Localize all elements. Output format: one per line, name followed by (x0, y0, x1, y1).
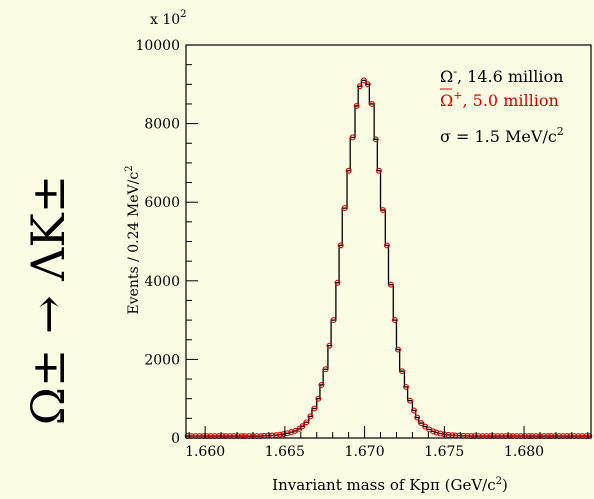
series-point (407, 397, 413, 404)
series-point (368, 100, 375, 107)
series-point (337, 242, 344, 249)
series-point (372, 136, 379, 143)
series-point (364, 81, 371, 88)
legend: Ω-, 14.6 million Ω+, 5.0 million σ = 1.5… (440, 65, 564, 146)
series-point (414, 414, 421, 421)
x-tick-label: 1.660 (185, 444, 225, 460)
series-point (430, 428, 437, 435)
y-tick-label: 6000 (144, 195, 180, 211)
series-point (403, 383, 409, 390)
series-point (418, 420, 425, 427)
x-tick-label: 1.665 (265, 444, 305, 460)
series-point (399, 368, 405, 375)
series-point (433, 429, 440, 436)
series-point (326, 342, 333, 349)
series-point (330, 317, 337, 324)
y-multiplier: x 102 (150, 9, 187, 28)
x-axis-label: Invariant mass of Kpπ (GeV/c2) (272, 476, 508, 494)
plot-frame (185, 44, 592, 439)
series-point (334, 279, 341, 286)
series-point (303, 419, 310, 426)
series-point (307, 413, 314, 420)
series-point (422, 423, 429, 430)
series-point (345, 167, 352, 174)
series-point (360, 77, 367, 84)
y-axis-label: Events / 0.24 MeV/c2 (124, 165, 142, 314)
y-tick-label: 8000 (144, 117, 180, 133)
series-point (349, 134, 356, 141)
series-point (311, 405, 318, 412)
series-point (437, 430, 444, 437)
series-point (280, 431, 287, 438)
series-point (411, 407, 417, 414)
y-tick-label: 10000 (135, 38, 180, 54)
chart-axes: 1.660 1.665 1.670 1.675 1.680 0 2000 4000 6000 80… (135, 38, 589, 460)
legend-line-1: Ω-, 14.6 million (440, 65, 563, 86)
series-point (391, 317, 398, 324)
y-tick-label: 0 (171, 431, 180, 447)
series-point (315, 395, 322, 402)
series-point (356, 83, 363, 90)
series-point (277, 431, 284, 438)
series-point (395, 346, 402, 353)
series-point (383, 242, 390, 249)
legend-line-3: σ = 1.5 MeV/c2 (440, 125, 564, 146)
series-point (379, 207, 386, 214)
x-tick-label: 1.670 (345, 444, 385, 460)
x-tick-label: 1.675 (424, 444, 464, 460)
series-point (387, 281, 394, 288)
series-point (353, 102, 360, 109)
y-tick-label: 2000 (144, 352, 180, 368)
series-point (299, 423, 306, 430)
series-point (445, 431, 452, 438)
y-tick-label: 4000 (144, 274, 180, 290)
legend-line-2: Ω+, 5.0 million (440, 89, 559, 110)
series-point (375, 167, 382, 174)
x-tick-label: 1.680 (504, 444, 544, 460)
series-point (341, 205, 348, 212)
series-point (322, 366, 329, 373)
series-point (318, 381, 325, 388)
